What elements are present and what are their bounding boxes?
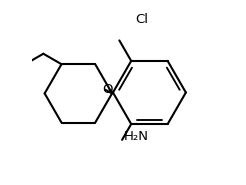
Text: H₂N: H₂N [123, 130, 148, 143]
Text: O: O [102, 83, 113, 96]
Text: Cl: Cl [135, 13, 148, 26]
